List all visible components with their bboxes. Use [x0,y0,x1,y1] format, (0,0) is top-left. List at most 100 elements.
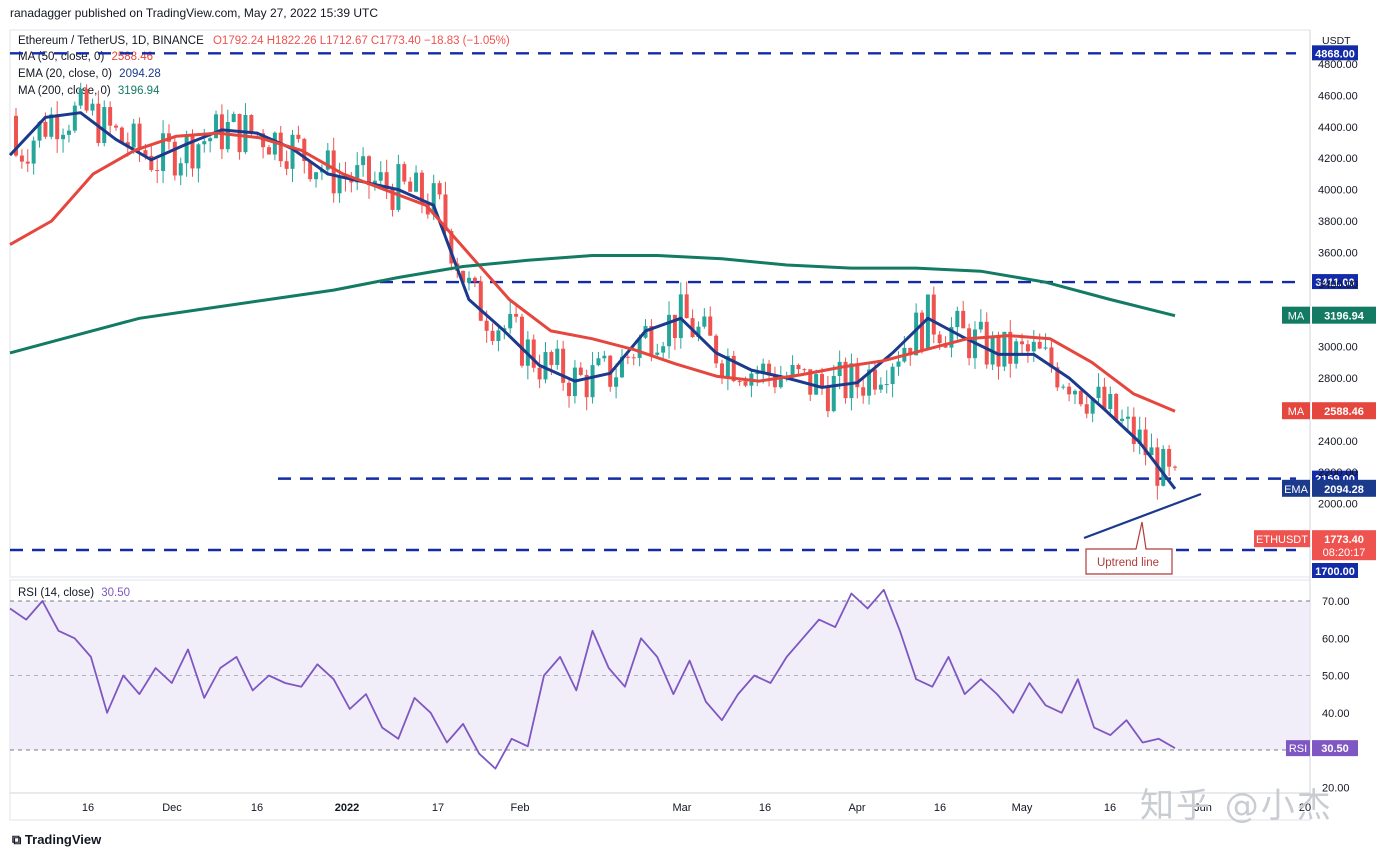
candle-body [1014,341,1019,364]
candle-body [590,365,595,398]
candle-body [231,113,236,122]
candle-body [708,316,713,336]
candle-body [237,113,242,153]
candle-body [1072,390,1077,395]
time-tick-label: 16 [82,802,94,814]
price-tag-name: ETHUSDT [1256,534,1308,546]
candle-body [202,141,207,145]
rsi-tag-value-bg [1312,740,1358,757]
rsi-tick-label: 50.00 [1322,671,1350,683]
candle-body [1167,448,1172,467]
candle-body [96,103,101,144]
candle-body [308,161,313,180]
candle-body [867,369,872,396]
candle-body [1043,347,1048,349]
candle-body [884,384,889,386]
candle-body [290,134,295,169]
legend-symbol-row: Ethereum / TetherUS, 1D, BINANCE O1792.2… [18,35,510,47]
candle-body [155,169,160,171]
price-tag-value: 2094.28 [1324,484,1364,496]
price-tick-label: 4200.00 [1318,153,1358,165]
price-tick-label: 2400.00 [1318,436,1358,448]
watermark: 知乎 @小杰 [1140,786,1333,826]
rsi-layer [9,588,1176,770]
candle-body [602,355,607,359]
tradingview-logo[interactable]: ⧉ TradingView [12,832,101,848]
tradingview-brand: TradingView [24,832,102,847]
candle-body [1125,416,1130,419]
time-tick-label: 16 [759,802,771,814]
candle-body [208,138,213,142]
candle-body [596,358,601,366]
candle-body [514,313,519,317]
annotation-callout-box[interactable] [1085,521,1173,575]
candle-body [719,363,724,377]
candle-body [361,156,366,166]
rsi-band-layer [10,600,1310,751]
candle-body [731,355,736,382]
candle-body [984,321,989,365]
candle-body [284,161,289,169]
candle-body [161,133,166,171]
candle-body [796,364,801,370]
candle-body [702,316,707,327]
candle-body [802,369,807,371]
candle-body [896,361,901,367]
candle-body [531,339,536,368]
price-tick-label: 3400.00 [1318,279,1358,291]
level-tag [1312,274,1358,290]
candle-body [1120,418,1125,421]
legend-rsi-value: 30.50 [101,587,131,599]
candle-body [908,347,913,356]
candle-body [978,321,983,330]
ma50-line[interactable] [9,131,1176,413]
legend-symbol[interactable]: Ethereum / TetherUS, 1D, BINANCE [18,35,204,47]
candle-body [378,172,383,181]
price-tag-name: MA [1288,406,1305,418]
candle-body [808,369,813,395]
level-tag-label: 1700.00 [1315,566,1355,578]
price-tag-countdown: 08:20:17 [1323,547,1366,559]
rsi-tick-label: 20.00 [1322,782,1350,794]
candle-body [672,314,677,339]
candle-body [84,89,89,111]
time-tick-label: 2022 [335,802,359,814]
legend-rsi-row[interactable]: RSI (14, close) 30.50 [18,587,130,599]
candle-body [249,114,254,133]
candle-body [667,314,672,347]
price-tag-value: 2588.46 [1324,406,1364,418]
moving-averages-layer [8,111,1177,490]
candle-body [419,172,424,204]
price-tick-label: 4600.00 [1318,90,1358,102]
time-tick-label: Mar [673,802,692,814]
ema20-line[interactable] [8,111,1177,490]
candle-body [1137,429,1142,444]
published-by: ranadagger published on TradingView.com,… [10,6,379,20]
ma200-line[interactable] [9,254,1176,355]
price-tick-label: 4400.00 [1318,122,1358,134]
candle-body [90,103,95,111]
candle-body [184,134,189,164]
candle-body [396,164,401,210]
trendline-layer [1083,492,1202,540]
level-tag [1312,563,1358,578]
candle-body [614,377,619,387]
candle-body [755,372,760,374]
candle-body [1084,404,1089,414]
candle-body [843,361,848,399]
candle-body [449,230,454,264]
uptrend-line[interactable] [1083,492,1202,540]
legend-ema20-row[interactable]: EMA (20, close, 0) 2094.28 [18,68,161,80]
candle-body [366,156,371,186]
rsi-line[interactable] [9,588,1176,770]
candle-body [967,328,972,359]
candle-body [1108,393,1113,410]
candle-body [1161,448,1166,486]
candle-body [543,352,548,380]
candle-body [414,172,419,192]
candle-body [108,107,113,126]
candle-body [78,89,83,106]
candle-body [190,134,195,169]
candle-body [1061,386,1066,388]
